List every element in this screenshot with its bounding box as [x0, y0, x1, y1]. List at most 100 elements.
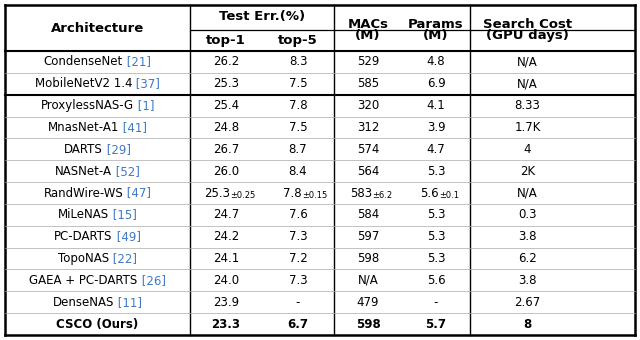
Text: [41]: [41]	[119, 121, 147, 134]
Text: 24.0: 24.0	[213, 274, 239, 287]
Text: 25.3: 25.3	[213, 77, 239, 90]
Text: 597: 597	[357, 230, 379, 243]
Text: MnasNet-A1 [41]: MnasNet-A1 [41]	[48, 121, 147, 134]
Text: NASNet-A [52]: NASNet-A [52]	[55, 165, 140, 178]
Text: CondenseNet: CondenseNet	[44, 55, 123, 68]
Text: 7.5: 7.5	[289, 77, 307, 90]
Text: 6.7: 6.7	[287, 318, 308, 330]
Text: 574: 574	[357, 143, 379, 156]
Text: GAEA + PC-DARTS [26]: GAEA + PC-DARTS [26]	[29, 274, 166, 287]
Text: MiLeNAS: MiLeNAS	[58, 208, 109, 221]
Text: [26]: [26]	[138, 274, 166, 287]
Text: 4.1: 4.1	[427, 99, 445, 112]
Text: Architecture: Architecture	[51, 21, 144, 34]
Text: 23.3: 23.3	[211, 318, 241, 330]
Text: MobileNetV2 1.4 [37]: MobileNetV2 1.4 [37]	[35, 77, 160, 90]
Text: 529: 529	[357, 55, 379, 68]
Text: GAEA + PC-DARTS: GAEA + PC-DARTS	[29, 274, 138, 287]
Text: 3.8: 3.8	[518, 230, 537, 243]
Text: N/A: N/A	[358, 274, 378, 287]
Text: 26.7: 26.7	[213, 143, 239, 156]
Text: 25.3: 25.3	[204, 187, 230, 200]
Text: MiLeNAS [15]: MiLeNAS [15]	[58, 208, 137, 221]
Text: 8: 8	[524, 318, 532, 330]
Text: 25.4: 25.4	[213, 99, 239, 112]
Text: -: -	[434, 296, 438, 309]
Text: NASNet-A: NASNet-A	[55, 165, 112, 178]
Text: 584: 584	[357, 208, 379, 221]
Text: N/A: N/A	[517, 55, 538, 68]
Text: 24.7: 24.7	[213, 208, 239, 221]
Text: (M): (M)	[423, 29, 449, 41]
Text: MobileNetV2 1.4: MobileNetV2 1.4	[35, 77, 132, 90]
Text: 1.7K: 1.7K	[515, 121, 541, 134]
Text: ±0.25: ±0.25	[230, 191, 255, 200]
Text: 7.6: 7.6	[289, 208, 307, 221]
Text: ±0.15: ±0.15	[302, 191, 327, 200]
Text: 8.3: 8.3	[289, 55, 307, 68]
Text: CondenseNet [21]: CondenseNet [21]	[44, 55, 151, 68]
Text: 7.3: 7.3	[289, 274, 307, 287]
Text: CSCO (Ours): CSCO (Ours)	[56, 318, 139, 330]
Text: DenseNAS [11]: DenseNAS [11]	[53, 296, 142, 309]
Text: 26.2: 26.2	[213, 55, 239, 68]
Text: top-1: top-1	[206, 34, 246, 47]
Text: Test Err.(%): Test Err.(%)	[219, 10, 305, 23]
Text: (GPU days): (GPU days)	[486, 29, 569, 41]
Text: 6.9: 6.9	[427, 77, 445, 90]
Text: top-5: top-5	[278, 34, 318, 47]
Text: 5.7: 5.7	[426, 318, 447, 330]
Text: 564: 564	[357, 165, 379, 178]
Text: 320: 320	[357, 99, 379, 112]
Text: 8.33: 8.33	[515, 99, 540, 112]
Text: 3.9: 3.9	[427, 121, 445, 134]
Text: 7.8: 7.8	[289, 99, 307, 112]
Text: 2.67: 2.67	[515, 296, 541, 309]
Text: [52]: [52]	[112, 165, 140, 178]
Text: 5.3: 5.3	[427, 252, 445, 265]
Text: 598: 598	[356, 318, 380, 330]
Text: 583: 583	[350, 187, 372, 200]
Text: MnasNet-A1: MnasNet-A1	[48, 121, 119, 134]
Text: 7.8: 7.8	[284, 187, 302, 200]
Text: Search Cost: Search Cost	[483, 18, 572, 32]
Text: DARTS: DARTS	[64, 143, 103, 156]
Text: 6.2: 6.2	[518, 252, 537, 265]
Text: 8.4: 8.4	[289, 165, 307, 178]
Text: 4.8: 4.8	[427, 55, 445, 68]
Text: (M): (M)	[355, 29, 381, 41]
Text: ±6.2: ±6.2	[372, 191, 392, 200]
Text: CSCO (Ours): CSCO (Ours)	[56, 318, 139, 330]
Text: 4.7: 4.7	[427, 143, 445, 156]
Text: 479: 479	[356, 296, 380, 309]
Text: [15]: [15]	[109, 208, 137, 221]
Text: 312: 312	[357, 121, 379, 134]
Text: [1]: [1]	[134, 99, 154, 112]
Text: TopoNAS: TopoNAS	[58, 252, 109, 265]
Text: 3.8: 3.8	[518, 274, 537, 287]
Text: 8.7: 8.7	[289, 143, 307, 156]
Text: [49]: [49]	[113, 230, 141, 243]
Text: RandWire-WS [47]: RandWire-WS [47]	[44, 187, 152, 200]
Text: 7.5: 7.5	[289, 121, 307, 134]
Text: 23.9: 23.9	[213, 296, 239, 309]
Text: Params: Params	[408, 18, 464, 32]
Text: 5.6: 5.6	[420, 187, 439, 200]
Text: PC-DARTS: PC-DARTS	[54, 230, 113, 243]
Text: 5.3: 5.3	[427, 230, 445, 243]
Text: ±0.1: ±0.1	[439, 191, 459, 200]
Text: PC-DARTS [49]: PC-DARTS [49]	[54, 230, 141, 243]
Text: -: -	[296, 296, 300, 309]
Text: 7.3: 7.3	[289, 230, 307, 243]
Text: N/A: N/A	[517, 187, 538, 200]
Text: 26.0: 26.0	[213, 165, 239, 178]
Text: RandWire-WS: RandWire-WS	[44, 187, 124, 200]
Text: ProxylessNAS-G [1]: ProxylessNAS-G [1]	[41, 99, 154, 112]
Text: [47]: [47]	[124, 187, 152, 200]
Text: 2K: 2K	[520, 165, 535, 178]
Text: [21]: [21]	[123, 55, 151, 68]
Text: 0.3: 0.3	[518, 208, 537, 221]
Text: TopoNAS [22]: TopoNAS [22]	[58, 252, 137, 265]
Text: 5.3: 5.3	[427, 165, 445, 178]
Text: DARTS [29]: DARTS [29]	[64, 143, 131, 156]
